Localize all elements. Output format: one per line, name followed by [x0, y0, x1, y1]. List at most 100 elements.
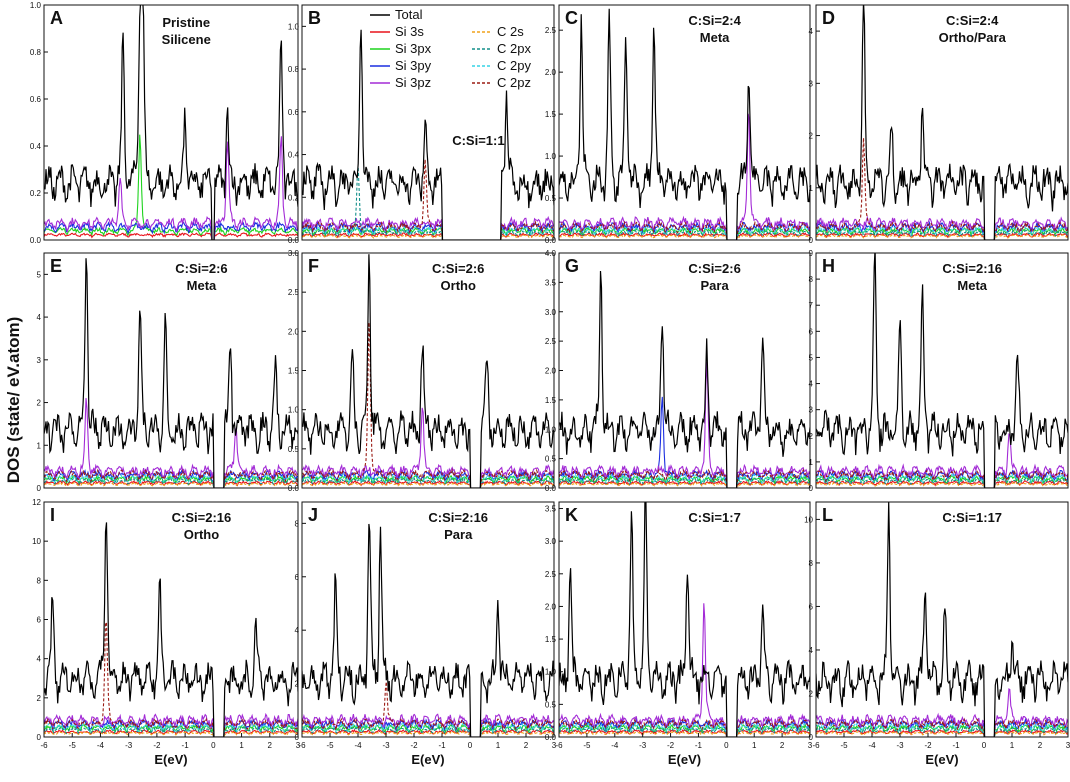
- series-c2px-line: [302, 726, 554, 737]
- panel-annotation: Ortho: [184, 527, 219, 542]
- panel-letter: K: [565, 505, 578, 525]
- panel-annotation: C:Si=2:4: [688, 13, 741, 28]
- series-c2s-line: [559, 233, 810, 240]
- y-tick-label: 0.6: [30, 95, 42, 104]
- x-tick-label: -4: [354, 741, 362, 750]
- panel-annotation: C:Si=2:16: [428, 510, 488, 525]
- y-tick-label: 1.0: [288, 406, 300, 415]
- series-c2pz-line: [559, 717, 810, 737]
- panel-letter: H: [822, 256, 835, 276]
- y-tick-label: 1.5: [545, 396, 557, 405]
- series-si3pz-line: [44, 136, 298, 240]
- series-si3py-line: [559, 396, 810, 488]
- y-tick-label: 0.8: [30, 48, 42, 57]
- y-tick-label: 3.0: [545, 308, 557, 317]
- x-tick-label: 2: [524, 741, 529, 750]
- y-tick-label: 2.5: [545, 337, 557, 346]
- series-si3pz-line: [302, 407, 554, 488]
- panel-annotation: Meta: [700, 30, 730, 45]
- y-tick-label: 0: [809, 236, 814, 245]
- x-tick-label: -4: [611, 741, 619, 750]
- series-c2px-line: [559, 229, 810, 240]
- panel-annotation: C:Si=1:17: [942, 510, 1002, 525]
- series-si3px-line: [302, 226, 554, 240]
- series-total-line: [559, 270, 810, 488]
- y-tick-label: 0.2: [30, 189, 42, 198]
- y-tick-label: 10: [804, 515, 813, 524]
- panel-G: 0.0 0.5 1.0 1.5 2.0 2.5 3.0 3.5 4.0 G C:Si=2:6 Para: [545, 249, 811, 493]
- y-tick-label: 1: [809, 458, 814, 467]
- series-c2py-line: [816, 472, 1068, 488]
- x-tick-label: -5: [326, 741, 334, 750]
- x-tick-label: 0: [211, 741, 216, 750]
- x-tick-label: -3: [896, 741, 904, 750]
- x-tick-label: -2: [153, 741, 161, 750]
- series-c2pz-line: [559, 220, 810, 240]
- y-tick-label: 0.5: [545, 700, 557, 709]
- series-si3py-line: [559, 220, 810, 240]
- y-tick-label: 10: [32, 537, 41, 546]
- panel-letter: F: [308, 256, 319, 276]
- y-tick-label: 3.5: [545, 278, 557, 287]
- x-tick-label: -6: [298, 741, 306, 750]
- series-total-line: [816, 502, 1068, 737]
- y-tick-label: 2.0: [288, 327, 300, 336]
- panel-frame: [301, 4, 555, 241]
- series-total-line: [302, 523, 554, 737]
- x-axis-label: E(eV): [411, 752, 444, 767]
- x-axis-label: E(eV): [925, 752, 958, 767]
- panel-annotation: C:Si=2:6: [432, 261, 484, 276]
- series-c2pz-line: [816, 469, 1068, 488]
- x-tick-label: 3: [552, 741, 557, 750]
- y-tick-label: 2: [37, 694, 42, 703]
- series-si3pz-line: [44, 712, 298, 737]
- legend-label-total: Total: [395, 7, 423, 22]
- series-c2py-line: [44, 472, 298, 488]
- panel-K: 0.0 0.5 1.0 1.5 2.0 2.5 3.0 3.5 -6 -5 -4 -3 -2 -1 0 1 2 3…: [545, 501, 813, 767]
- y-tick-label: 6: [809, 327, 814, 336]
- x-tick-label: 3: [808, 741, 813, 750]
- y-tick-label: 3.0: [288, 249, 300, 258]
- series-c2s-line: [44, 731, 298, 737]
- y-tick-label: 6: [809, 602, 814, 611]
- series-c2s-line: [44, 481, 298, 488]
- series-c2pz-line: [302, 159, 554, 240]
- panel-annotation: Meta: [187, 278, 217, 293]
- series-c2s-line: [559, 481, 810, 488]
- y-tick-label: 0.0: [545, 236, 557, 245]
- panel-annotation: Para: [444, 527, 473, 542]
- series-c2px-line: [302, 477, 554, 488]
- series-si3py-line: [302, 469, 554, 488]
- panel-frame: [43, 501, 299, 738]
- y-tick-label: 8: [295, 519, 300, 528]
- series-c2py-line: [302, 472, 554, 488]
- series-total-line: [44, 5, 298, 240]
- x-tick-label: -3: [382, 741, 390, 750]
- panel-frame: [815, 4, 1069, 241]
- panel-C: 0.0 0.5 1.0 1.5 2.0 2.5 C C:Si=2:4 Meta: [545, 4, 811, 245]
- x-tick-label: -1: [182, 741, 190, 750]
- y-tick-label: 0.2: [288, 193, 300, 202]
- x-tick-label: 1: [496, 741, 501, 750]
- series-c2py-line: [302, 224, 554, 240]
- y-tick-label: 2: [37, 399, 42, 408]
- y-tick-label: 1.0: [545, 152, 557, 161]
- y-tick-label: 8: [809, 275, 814, 284]
- panel-annotation: Ortho/Para: [939, 30, 1007, 45]
- panel-B: 0.0 0.2 0.4 0.6 0.8 1.0 B C:Si=1:1: [288, 4, 555, 245]
- panel-frame: [815, 252, 1069, 489]
- y-tick-label: 9: [809, 249, 814, 258]
- panel-annotation: Para: [701, 278, 730, 293]
- y-tick-label: 0.6: [288, 108, 300, 117]
- y-tick-label: 0: [295, 733, 300, 742]
- y-tick-label: 5: [809, 353, 814, 362]
- y-tick-label: 1.5: [545, 635, 557, 644]
- y-tick-label: 0.0: [545, 484, 557, 493]
- y-tick-label: 2.5: [288, 288, 300, 297]
- y-tick-label: 4: [809, 27, 814, 36]
- series-total-line: [44, 522, 298, 737]
- series-c2py-line: [559, 225, 810, 240]
